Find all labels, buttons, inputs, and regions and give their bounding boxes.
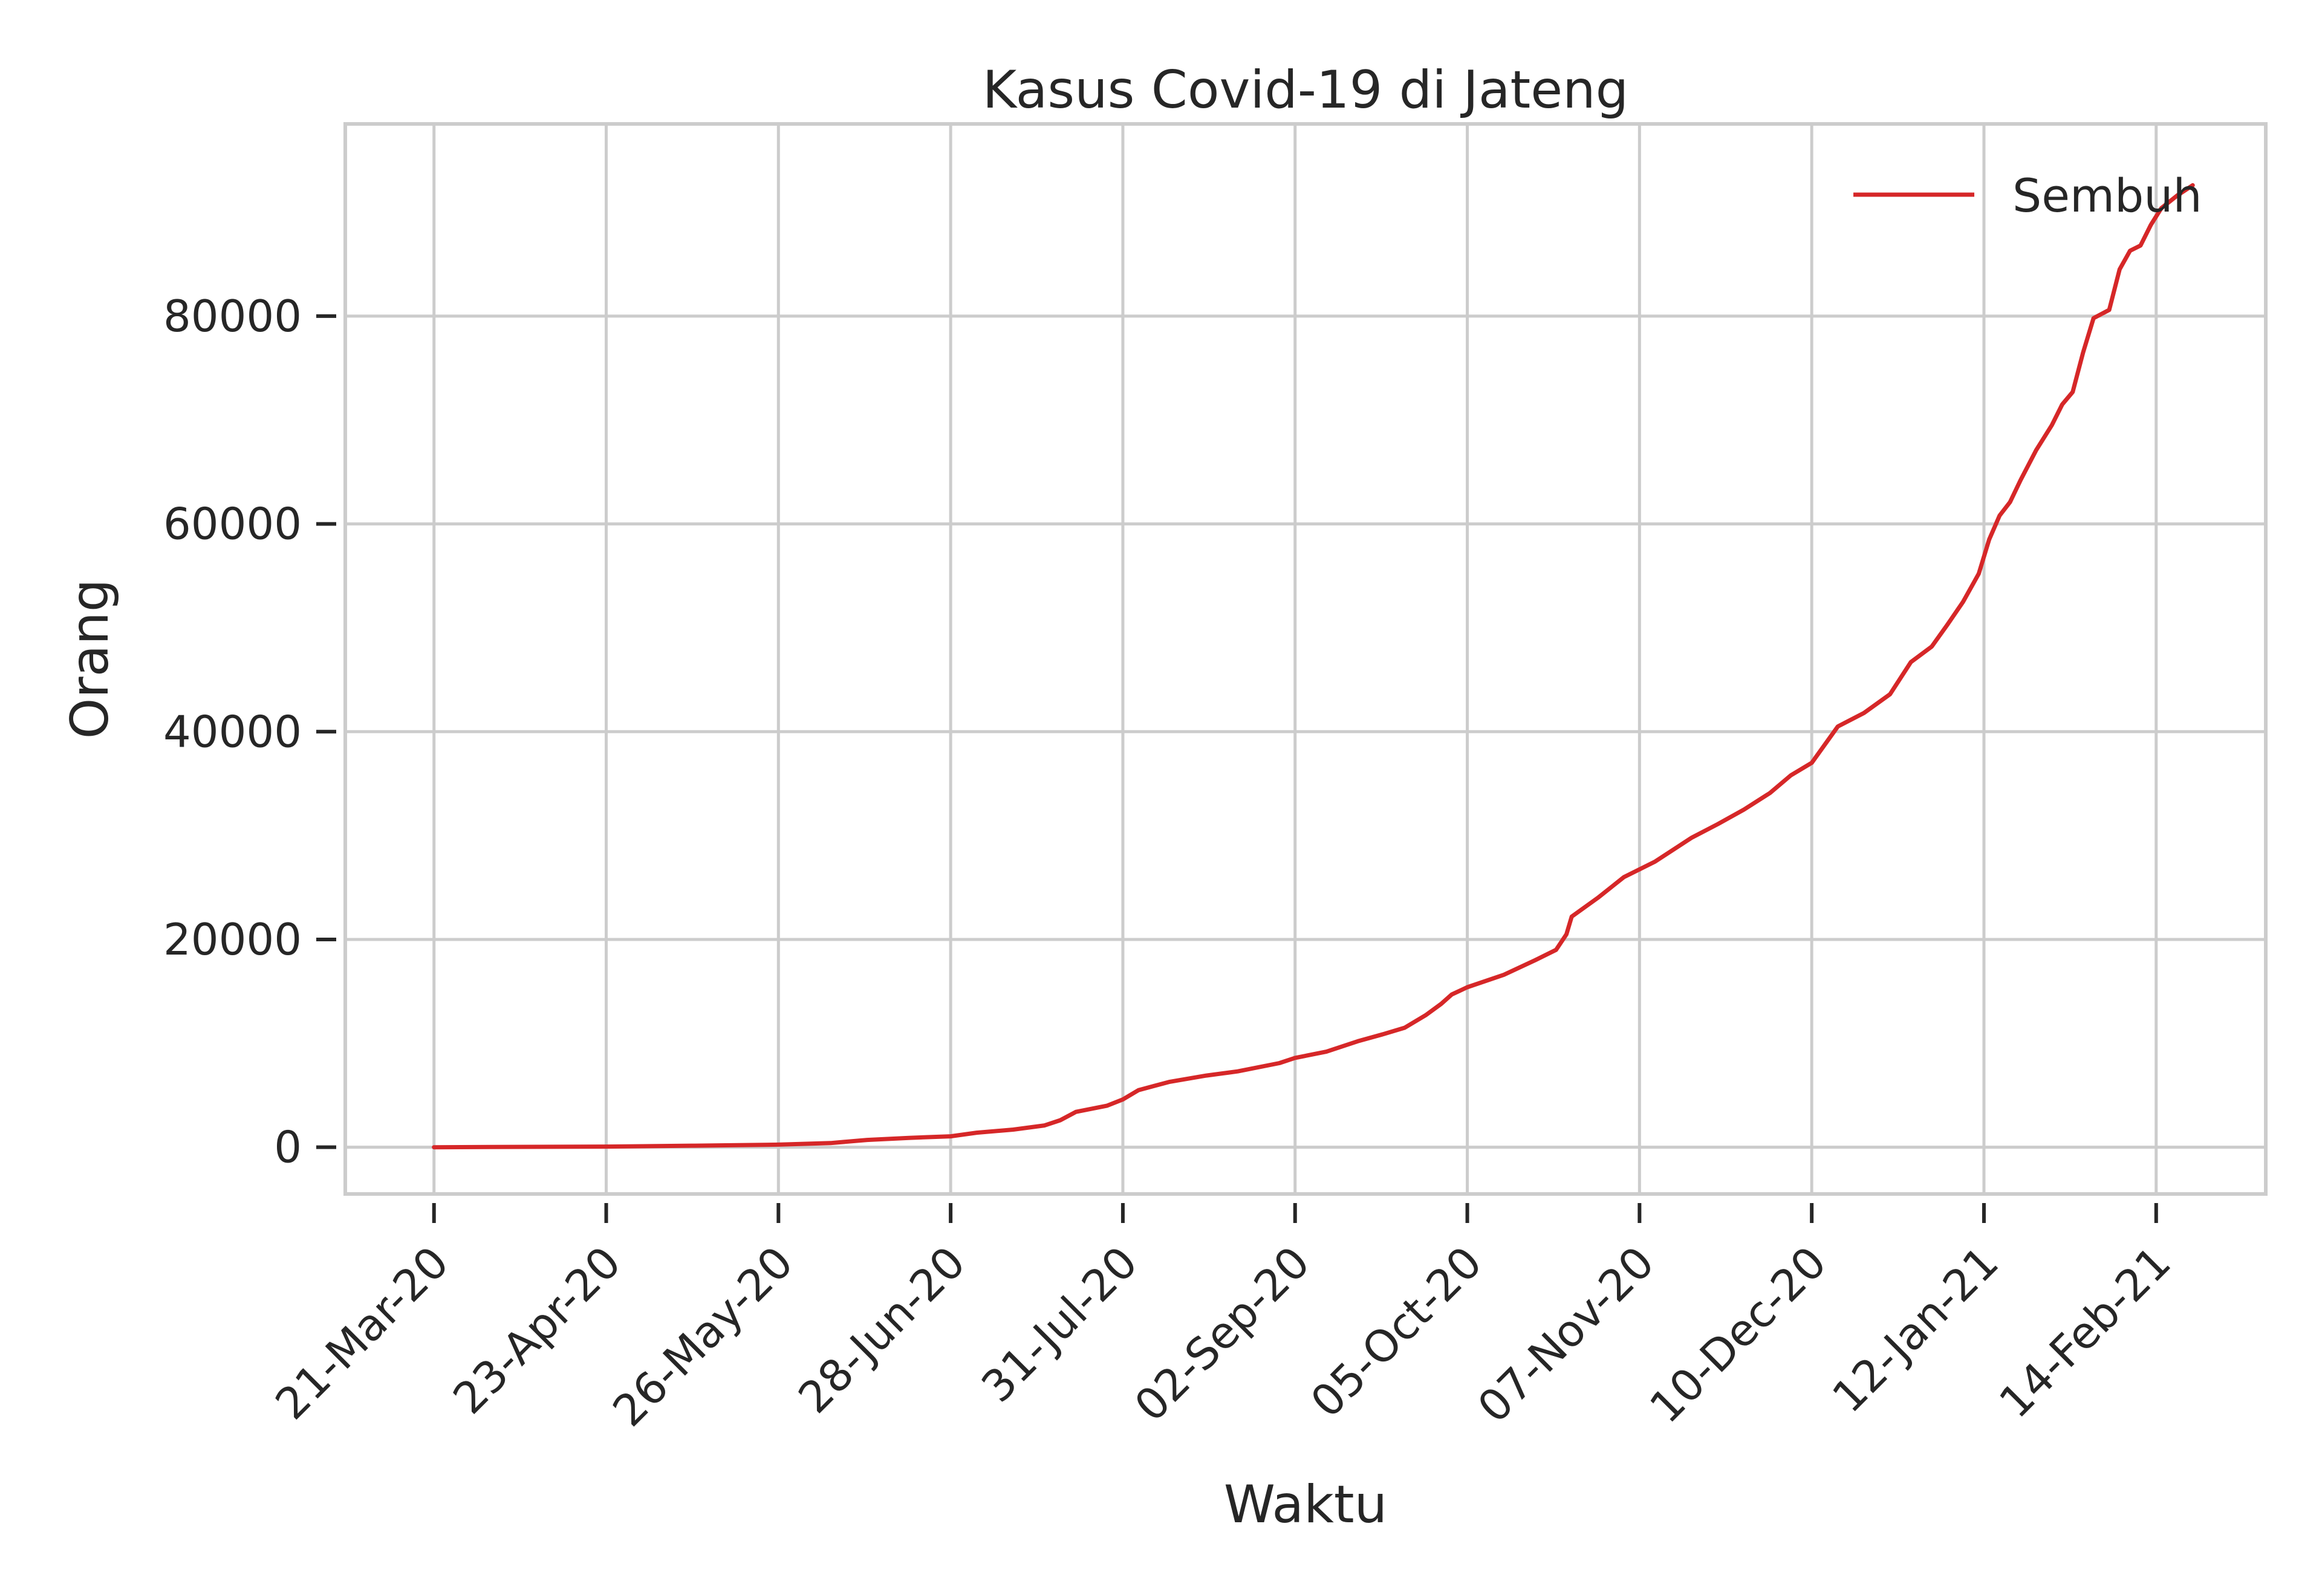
chart-title: Kasus Covid-19 di Jateng [983,60,1629,120]
y-tick-label-2: 40000 [163,706,302,757]
y-tick-label-4: 80000 [163,291,302,342]
grid [345,124,2266,1194]
x-tick-label-10: 14-Feb-21 [1989,1237,2181,1428]
y-tick-label-1: 20000 [163,914,302,965]
y-axis: 0 20000 40000 60000 80000 [163,291,336,1173]
x-axis: 21-Mar-2023-Apr-2026-May-2028-Jun-2031-J… [265,1203,2181,1436]
y-tick-label-0: 0 [274,1122,302,1173]
x-tick-label-7: 07-Nov-20 [1468,1237,1664,1433]
x-tick-label-5: 02-Sep-20 [1125,1237,1319,1432]
x-tick-label-8: 10-Dec-20 [1640,1237,1836,1433]
x-tick-label-1: 23-Apr-20 [443,1237,630,1424]
x-tick-label-0: 21-Mar-20 [265,1237,458,1430]
legend-label-sembuh: Sembuh [2012,169,2202,222]
plot-frame [343,122,2268,1196]
x-tick-label-2: 26-May-20 [603,1237,802,1436]
line-layer [432,183,2195,1150]
x-tick-label-9: 12-Jan-21 [1823,1237,2008,1422]
y-axis-label: Orang [60,579,120,739]
series-line-0 [432,183,2195,1150]
x-tick-label-3: 28-Jun-20 [789,1237,975,1423]
x-axis-label: Waktu [1224,1474,1387,1535]
legend: Sembuh [1853,169,2202,222]
x-tick-label-4: 31-Jul-20 [972,1237,1147,1412]
x-tick-label-6: 05-Oct-20 [1301,1237,1491,1427]
y-tick-label-3: 60000 [163,499,302,550]
